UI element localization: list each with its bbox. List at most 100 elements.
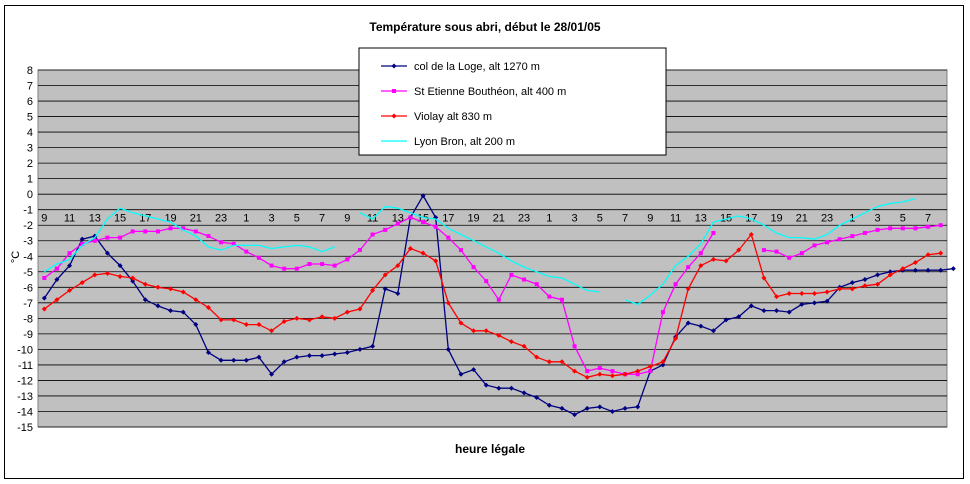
- y-tick-label: 4: [27, 127, 33, 139]
- data-point: [824, 289, 830, 295]
- data-point: [686, 265, 691, 270]
- data-point: [67, 251, 72, 256]
- y-tick-label: 0: [27, 189, 33, 201]
- data-point: [875, 272, 881, 278]
- y-tick-label: -2: [23, 220, 33, 232]
- data-point: [104, 250, 110, 256]
- data-point: [660, 359, 666, 365]
- data-point: [92, 238, 97, 243]
- data-point: [433, 258, 439, 264]
- data-point: [395, 263, 401, 269]
- data-point: [231, 357, 237, 363]
- x-tick-label: 21: [796, 212, 808, 224]
- data-point: [218, 317, 224, 323]
- data-point: [572, 368, 578, 374]
- x-tick-label: 21: [493, 212, 505, 224]
- data-point: [319, 353, 325, 359]
- data-point: [370, 232, 375, 237]
- data-point: [344, 309, 350, 315]
- data-point: [382, 272, 388, 278]
- data-point: [357, 346, 363, 352]
- data-point: [41, 295, 47, 301]
- data-point: [269, 371, 275, 377]
- data-point: [660, 310, 665, 315]
- data-point: [307, 262, 312, 267]
- data-point: [496, 385, 502, 391]
- data-point: [243, 357, 249, 363]
- data-point: [673, 282, 678, 287]
- x-tick-label: 9: [647, 212, 653, 224]
- data-point: [825, 240, 830, 245]
- data-point: [723, 317, 729, 323]
- y-tick-label: -9: [23, 329, 33, 341]
- data-point: [193, 322, 199, 328]
- data-point: [786, 291, 792, 297]
- data-point: [445, 346, 451, 352]
- x-tick-label: 15: [114, 212, 126, 224]
- data-point: [622, 371, 628, 377]
- data-point: [584, 374, 590, 380]
- data-point: [774, 294, 780, 300]
- data-point: [458, 248, 463, 253]
- x-tick-label: 1: [546, 212, 552, 224]
- y-axis-label: °C: [10, 251, 22, 263]
- chart-title: Température sous abri, début le 28/01/05: [369, 20, 601, 34]
- data-point: [799, 251, 804, 256]
- data-point: [357, 248, 362, 253]
- series-line: [43, 198, 916, 306]
- x-tick-label: 3: [572, 212, 578, 224]
- legend-marker: [391, 113, 397, 119]
- data-point: [256, 255, 261, 260]
- data-point: [926, 224, 931, 229]
- data-point: [370, 287, 376, 293]
- data-point: [597, 366, 602, 371]
- data-point: [306, 317, 312, 323]
- data-point: [105, 235, 110, 240]
- data-point: [180, 289, 186, 295]
- legend: col de la Loge, alt 1270 m St Etienne Bou…: [358, 47, 667, 156]
- data-point: [887, 269, 893, 275]
- data-point: [231, 241, 236, 246]
- data-point: [446, 235, 451, 240]
- data-point: [698, 263, 704, 269]
- y-tick-label: 2: [27, 158, 33, 170]
- data-point: [799, 301, 805, 307]
- data-point: [850, 234, 855, 239]
- data-point: [761, 308, 767, 314]
- y-tick-label: 7: [27, 81, 33, 93]
- data-point: [761, 275, 767, 281]
- y-tick-label: 5: [27, 112, 33, 124]
- data-point: [357, 306, 363, 312]
- legend-label: St Etienne Bouthéon, alt 400 m: [414, 86, 566, 98]
- x-tick-label: 13: [392, 212, 404, 224]
- data-point: [332, 263, 337, 268]
- data-point: [484, 279, 489, 284]
- data-point: [748, 232, 754, 238]
- data-point: [344, 349, 350, 355]
- data-point: [610, 369, 615, 374]
- x-tick-label: 19: [770, 212, 782, 224]
- data-point: [205, 304, 211, 310]
- x-tick-label: 9: [344, 212, 350, 224]
- data-point: [887, 272, 893, 278]
- y-tick-label: -10: [17, 344, 33, 356]
- data-point: [193, 229, 198, 234]
- data-point: [54, 297, 60, 303]
- data-point: [950, 266, 956, 272]
- data-point: [508, 385, 514, 391]
- data-point: [811, 291, 817, 297]
- data-point: [118, 235, 123, 240]
- data-point: [256, 354, 262, 360]
- y-tick-label: -8: [23, 313, 33, 325]
- data-point: [420, 193, 426, 199]
- chart-frame: 8 7 6 5 4 3 2 1 0 -1 -2 -3 -4 -5 -6 -7 -8 -9 -10 -11 -12 -13-…: [4, 5, 964, 479]
- data-point: [193, 297, 199, 303]
- data-point: [559, 297, 564, 302]
- data-point: [130, 229, 135, 234]
- data-point: [748, 303, 754, 309]
- data-point: [584, 405, 590, 411]
- data-point: [635, 404, 641, 410]
- data-point: [345, 257, 350, 262]
- data-point: [559, 359, 565, 365]
- x-tick-label: 1: [243, 212, 249, 224]
